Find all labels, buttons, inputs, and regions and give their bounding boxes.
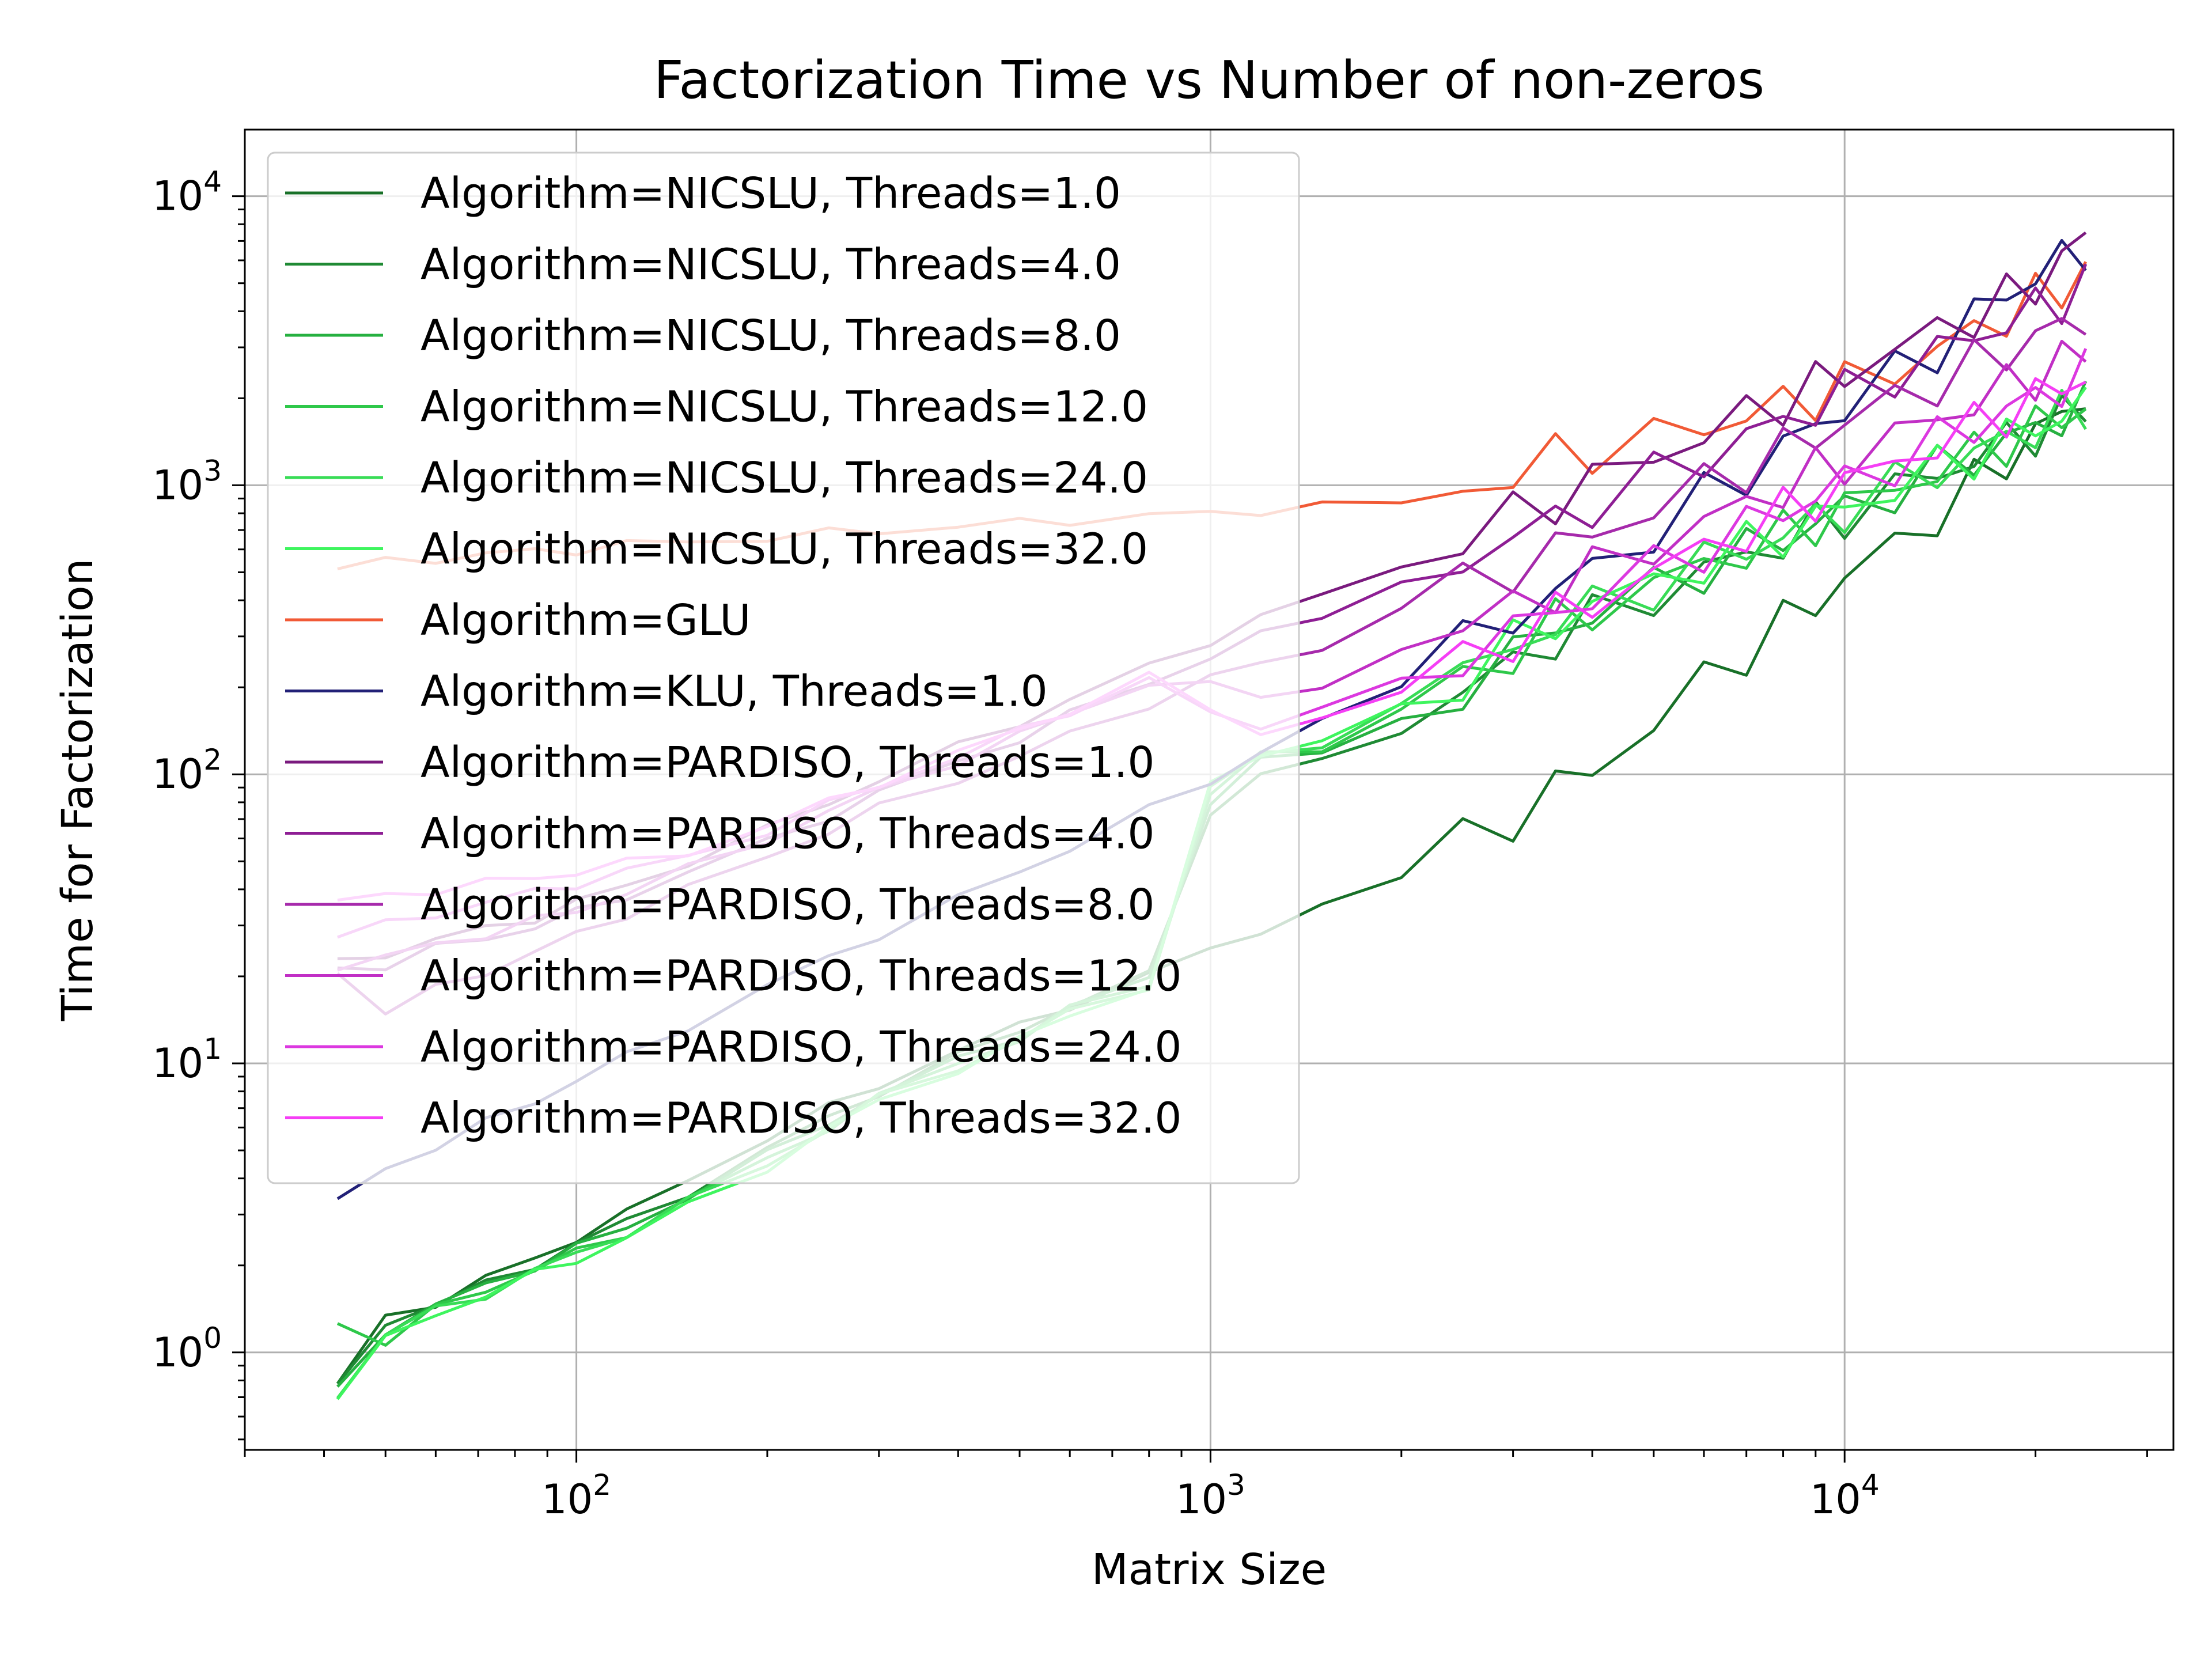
y-tick-exponent: 2 [203, 743, 222, 777]
series-layer [336, 231, 2088, 1400]
legend-label: Algorithm=NICSLU, Threads=12.0 [421, 382, 1148, 432]
y-tick-label: 101 [152, 1032, 222, 1087]
y-axis-label: Time for Factorization [53, 559, 103, 1022]
x-tick-exponent: 3 [1227, 1468, 1245, 1502]
y-tick-base: 10 [152, 173, 203, 220]
series-line [336, 407, 2086, 1385]
y-tick-exponent: 0 [203, 1321, 222, 1355]
legend-label: Algorithm=PARDISO, Threads=32.0 [421, 1094, 1182, 1143]
y-tick-base: 10 [152, 461, 203, 509]
y-tick-exponent: 3 [203, 454, 222, 487]
series-line [336, 389, 2087, 1399]
legend-label: Algorithm=NICSLU, Threads=24.0 [421, 453, 1148, 503]
legend-label: Algorithm=KLU, Threads=1.0 [421, 667, 1048, 717]
legend-label: Algorithm=NICSLU, Threads=8.0 [421, 311, 1121, 361]
legend-label: Algorithm=PARDISO, Threads=8.0 [421, 880, 1154, 930]
x-tick-base: 10 [541, 1476, 593, 1523]
x-axis-label: Matrix Size [1092, 1545, 1327, 1594]
x-tick-exponent: 4 [1861, 1468, 1880, 1502]
y-tick-label: 102 [152, 743, 222, 798]
y-tick-label: 100 [152, 1321, 222, 1376]
legend-label: Algorithm=NICSLU, Threads=1.0 [421, 169, 1121, 218]
legend-label: Algorithm=NICSLU, Threads=4.0 [421, 240, 1121, 290]
y-tick-exponent: 1 [203, 1032, 222, 1066]
x-tick-label: 104 [1810, 1468, 1880, 1523]
legend-label: Algorithm=PARDISO, Threads=1.0 [421, 738, 1154, 787]
chart-title: Factorization Time vs Number of non-zero… [654, 50, 1764, 111]
y-tick-exponent: 4 [203, 165, 222, 199]
legend-label: Algorithm=PARDISO, Threads=24.0 [421, 1022, 1182, 1072]
x-tick-label: 103 [1176, 1468, 1245, 1523]
x-tick-base: 10 [1176, 1476, 1227, 1523]
x-tick-exponent: 2 [593, 1468, 611, 1502]
y-tick-base: 10 [152, 1329, 203, 1376]
legend-label: Algorithm=GLU [421, 596, 751, 645]
legend-label: Algorithm=PARDISO, Threads=4.0 [421, 809, 1154, 859]
y-tick-label: 103 [152, 454, 222, 509]
legend-label: Algorithm=NICSLU, Threads=32.0 [421, 525, 1148, 574]
x-axis-ticks: 102 103 104 [244, 1450, 2148, 1523]
plot-frame [244, 128, 2175, 1451]
y-tick-base: 10 [152, 751, 203, 798]
x-tick-base: 10 [1810, 1476, 1861, 1523]
y-tick-label: 104 [152, 165, 222, 220]
y-tick-base: 10 [152, 1040, 203, 1087]
legend-label: Algorithm=PARDISO, Threads=12.0 [421, 952, 1182, 1001]
legend: Algorithm=NICSLU, Threads=1.0 Algorithm=N… [267, 151, 1300, 1184]
legend-box [267, 151, 1300, 1184]
series-line [336, 380, 2088, 1388]
series-line [336, 386, 2087, 1400]
x-tick-label: 102 [541, 1468, 611, 1523]
